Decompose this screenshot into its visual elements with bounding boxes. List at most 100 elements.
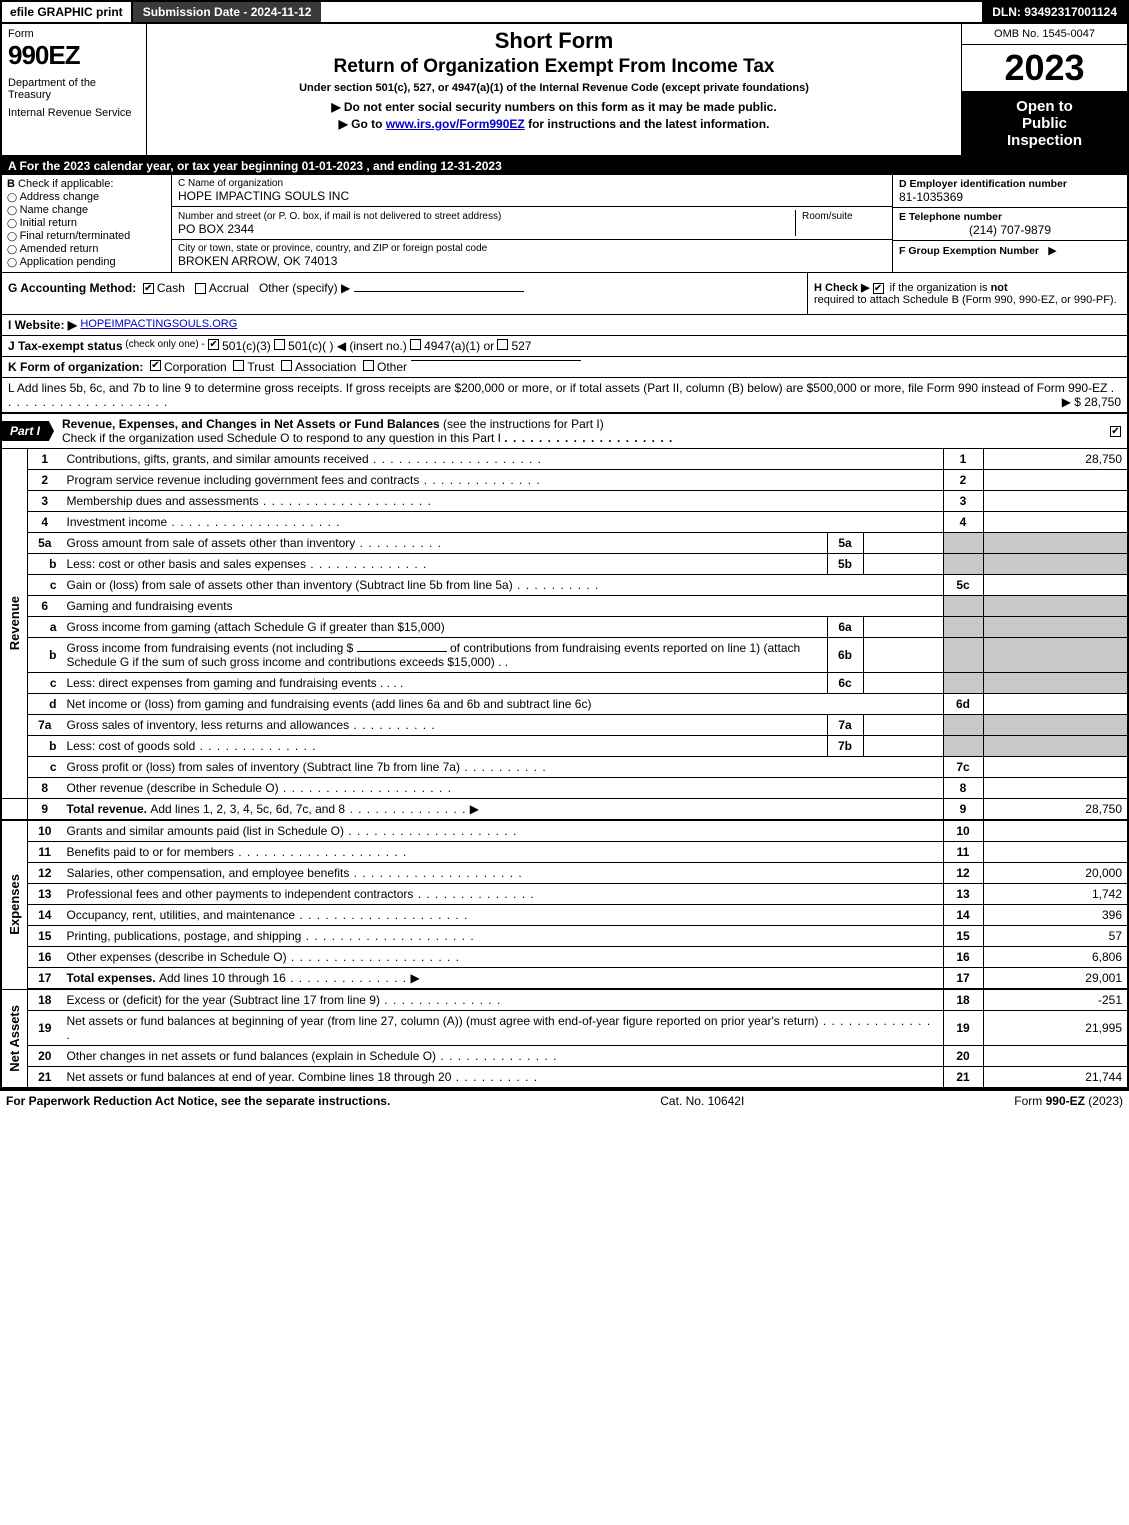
ln-4: 4 <box>28 512 62 533</box>
website-link[interactable]: HOPEIMPACTINGSOULS.ORG <box>80 318 237 330</box>
amt-18: -251 <box>983 989 1128 1011</box>
chk-4947[interactable] <box>410 339 421 350</box>
part-I-check-text: Check if the organization used Schedule … <box>62 431 501 445</box>
amt-17: 29,001 <box>983 968 1128 990</box>
K-other: Other <box>377 360 407 374</box>
col-C: C Name of organization HOPE IMPACTING SO… <box>172 175 892 272</box>
box-10: 10 <box>943 820 983 842</box>
tax-year: 2023 <box>962 45 1127 92</box>
header-right: OMB No. 1545-0047 2023 Open to Public In… <box>962 24 1127 155</box>
chk-address-change[interactable]: Address change <box>7 191 166 203</box>
ln-6: 6 <box>28 596 62 617</box>
desc-17-b: Total expenses. <box>67 971 159 985</box>
L-amount: ▶ $ 28,750 <box>1062 395 1121 409</box>
chk-501c3[interactable] <box>208 339 219 350</box>
amt-9: 28,750 <box>983 799 1128 821</box>
open-inspection-box: Open to Public Inspection <box>962 92 1127 155</box>
amt-21: 21,744 <box>983 1067 1128 1089</box>
open-line2: Public <box>966 115 1123 132</box>
ln-6a: a <box>28 617 62 638</box>
blank-6b[interactable] <box>357 651 447 652</box>
footer-right: Form 990-EZ (2023) <box>1014 1094 1123 1108</box>
chk-application-pending[interactable]: Application pending <box>7 256 166 268</box>
mid-7a: 7a <box>827 715 863 736</box>
C-city-label: City or town, state or province, country… <box>178 243 886 254</box>
line-I: I Website: ▶ HOPEIMPACTINGSOULS.ORG <box>0 315 1129 336</box>
chk-corp[interactable] <box>150 360 161 371</box>
desc-9-b: Total revenue. <box>67 802 151 816</box>
header-center: Short Form Return of Organization Exempt… <box>147 24 962 155</box>
box-14: 14 <box>943 905 983 926</box>
J-small: (check only one) - <box>125 339 204 350</box>
J-501c: 501(c)( ) ◀ (insert no.) <box>288 339 407 353</box>
H-post: required to attach Schedule B (Form 990,… <box>814 294 1117 306</box>
box-6-shade <box>943 596 983 617</box>
C-street-label: Number and street (or P. O. box, if mail… <box>178 211 501 222</box>
chk-sched-O-partI[interactable] <box>1110 426 1121 437</box>
G-label: G Accounting Method: <box>8 281 136 295</box>
efile-print-label[interactable]: efile GRAPHIC print <box>2 2 133 22</box>
form-number: 990EZ <box>8 40 140 71</box>
G-other-blank[interactable] <box>354 291 524 292</box>
E-label: E Telephone number <box>899 211 1121 223</box>
midval-6a <box>863 617 943 638</box>
amt-12: 20,000 <box>983 863 1128 884</box>
desc-5a: Gross amount from sale of assets other t… <box>67 536 356 550</box>
chk-cash[interactable] <box>143 283 154 294</box>
amt-16: 6,806 <box>983 947 1128 968</box>
amt-5a-shade <box>983 533 1128 554</box>
desc-7c: Gross profit or (loss) from sales of inv… <box>67 760 460 774</box>
chk-final-return[interactable]: Final return/terminated <box>7 230 166 242</box>
chk-527[interactable] <box>497 339 508 350</box>
chk-other-org[interactable] <box>363 360 374 371</box>
ln-5c: c <box>28 575 62 596</box>
desc-2: Program service revenue including govern… <box>67 473 420 487</box>
chk-initial-return[interactable]: Initial return <box>7 217 166 229</box>
revenue-table: Revenue 1 Contributions, gifts, grants, … <box>0 449 1129 1089</box>
amt-20 <box>983 1046 1128 1067</box>
ln-15: 15 <box>28 926 62 947</box>
amt-13: 1,742 <box>983 884 1128 905</box>
amt-7b-shade <box>983 736 1128 757</box>
desc-7a: Gross sales of inventory, less returns a… <box>67 718 350 732</box>
irs-link[interactable]: www.irs.gov/Form990EZ <box>386 117 525 131</box>
desc-16: Other expenses (describe in Schedule O) <box>67 950 287 964</box>
box-6b-shade <box>943 638 983 673</box>
ln-6b: b <box>28 638 62 673</box>
chk-amended-return[interactable]: Amended return <box>7 243 166 255</box>
box-21: 21 <box>943 1067 983 1089</box>
chk-assoc[interactable] <box>281 360 292 371</box>
dln-label: DLN: 93492317001124 <box>982 2 1127 22</box>
side-netassets: Net Assets <box>7 1005 22 1072</box>
chk-H[interactable] <box>873 283 884 294</box>
col-DEF: D Employer identification number 81-1035… <box>892 175 1127 272</box>
amt-5c <box>983 575 1128 596</box>
box-13: 13 <box>943 884 983 905</box>
K-other-blank[interactable] <box>411 360 581 361</box>
line-A: A For the 2023 calendar year, or tax yea… <box>0 157 1129 175</box>
note-goto: ▶ Go to www.irs.gov/Form990EZ for instru… <box>153 117 955 131</box>
form-header: Form 990EZ Department of the Treasury In… <box>0 24 1129 157</box>
midval-6b <box>863 638 943 673</box>
box-3: 3 <box>943 491 983 512</box>
box-6a-shade <box>943 617 983 638</box>
F-arrow: ▶ <box>1048 245 1056 257</box>
note-goto-pre: ▶ Go to <box>339 117 386 131</box>
amt-14: 396 <box>983 905 1128 926</box>
amt-6d <box>983 694 1128 715</box>
mid-6c: 6c <box>827 673 863 694</box>
box-4: 4 <box>943 512 983 533</box>
chk-trust[interactable] <box>233 360 244 371</box>
chk-name-change[interactable]: Name change <box>7 204 166 216</box>
desc-6: Gaming and fundraising events <box>67 599 233 613</box>
K-corp: Corporation <box>164 360 227 374</box>
box-7a-shade <box>943 715 983 736</box>
desc-17: Add lines 10 through 16 <box>159 971 286 985</box>
desc-8: Other revenue (describe in Schedule O) <box>67 781 279 795</box>
col-B: B Check if applicable: Address change Na… <box>2 175 172 272</box>
chk-501c[interactable] <box>274 339 285 350</box>
chk-accrual[interactable] <box>195 283 206 294</box>
K-assoc: Association <box>295 360 356 374</box>
desc-6d: Net income or (loss) from gaming and fun… <box>67 697 592 711</box>
midval-5a <box>863 533 943 554</box>
